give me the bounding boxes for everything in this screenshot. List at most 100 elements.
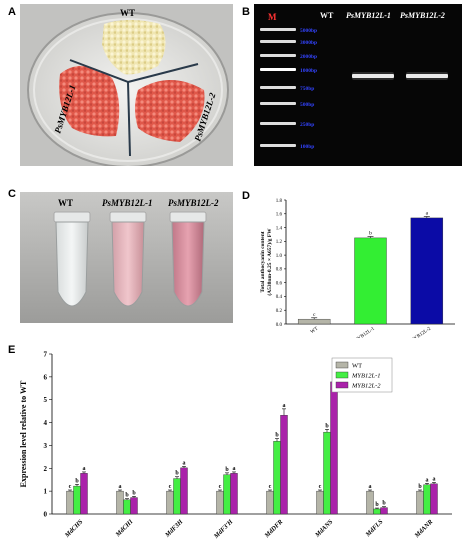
e-bar <box>330 381 338 515</box>
e-sig-letter: b <box>125 493 129 499</box>
e-bar <box>373 508 381 515</box>
d-ytick-label: 1.0 <box>276 254 283 259</box>
e-bar <box>66 490 74 515</box>
e-legend-swatch <box>335 361 349 369</box>
tube-label-l1: PsMYB12L-1 <box>102 198 153 208</box>
ladder-label: 500bp <box>300 102 314 108</box>
e-sig-letter: b <box>375 502 379 508</box>
ladder-band <box>260 28 296 31</box>
ladder-band <box>260 122 296 125</box>
e-category-label: MdFLS <box>364 518 385 539</box>
e-ylabel: Expression level relative to WT <box>19 380 28 487</box>
d-sig-letter: a <box>426 211 429 217</box>
d-ytick-label: 0.4 <box>276 295 283 300</box>
e-bar <box>280 415 288 515</box>
e-sig-letter: a <box>83 466 86 472</box>
e-sig-letter: c <box>269 484 272 490</box>
e-bar <box>273 441 281 515</box>
e-sig-letter: b <box>325 423 329 429</box>
e-sig-letter: c <box>69 484 72 490</box>
e-bar <box>123 499 131 515</box>
e-ytick-label: 1 <box>44 488 48 496</box>
e-bar <box>266 490 274 515</box>
e-bar <box>116 490 124 515</box>
ladder-band <box>260 144 296 147</box>
d-ytick-label: 1.2 <box>276 240 283 245</box>
e-sig-letter: a <box>426 477 429 483</box>
d-bar <box>297 318 331 325</box>
e-bar <box>316 490 324 515</box>
d-category-label: PsMYB12L-2 <box>406 326 432 338</box>
e-category-label: MdDFR <box>263 518 285 540</box>
e-sig-letter: a <box>369 484 372 490</box>
e-sig-letter: a <box>283 403 286 409</box>
ladder-label: 250bp <box>300 122 314 128</box>
petri-dish-photo: WT PsMYB12L-1 PsMYB12L-2 <box>20 4 233 166</box>
e-sig-letter: c <box>169 484 172 490</box>
e-ytick-label: 3 <box>44 442 48 450</box>
gel-image: M WT PsMYB12L-1 PsMYB12L-2 5000bp 3000bp 2… <box>254 4 462 166</box>
e-ytick-label: 2 <box>44 465 48 473</box>
tube-l1 <box>109 211 147 307</box>
panel-letter-b: B <box>242 6 250 18</box>
tube-wt <box>53 211 91 307</box>
e-category-label: MdCHS <box>63 518 85 540</box>
e-sig-letter: a <box>119 484 122 490</box>
ladder-label: 2000bp <box>300 54 317 60</box>
e-ytick-label: 6 <box>44 373 48 381</box>
gel-marker-label: M <box>268 12 277 22</box>
e-sig-letter: b <box>225 467 229 473</box>
e-sig-letter: b <box>132 490 136 496</box>
e-category-label: MdF3'H <box>212 518 235 541</box>
d-ytick-label: 0.2 <box>276 309 283 314</box>
d-bar <box>354 237 387 325</box>
tube-l2 <box>169 211 207 307</box>
panel-letter-c: C <box>8 188 16 200</box>
ladder-band <box>260 68 296 71</box>
d-ylabel: Total anthocyanin content(A530nm-0.25 × … <box>260 228 273 296</box>
e-sig-letter: a <box>183 460 186 466</box>
d-ytick-label: 0.0 <box>276 323 283 328</box>
e-bar <box>416 490 424 515</box>
e-category-label: MdANR <box>413 518 435 540</box>
e-sig-letter: c <box>319 484 322 490</box>
ladder-label: 3000bp <box>300 40 317 46</box>
ladder-label: 100bp <box>300 144 314 150</box>
gel-lane-wt: WT <box>320 11 334 20</box>
gene-expression-chart: Expression level relative to WT 0 1 2 3 4 5 6 7… <box>19 351 452 541</box>
e-sig-letter: b <box>175 471 179 477</box>
tube-label-l2: PsMYB12L-2 <box>168 198 219 208</box>
e-bar <box>216 490 224 515</box>
e-bar <box>80 473 88 515</box>
e-ytick-label: 0 <box>44 511 48 519</box>
e-category-label: MdF3H <box>163 518 185 540</box>
e-sig-letter: b <box>75 478 79 484</box>
e-ytick-label: 7 <box>44 351 48 359</box>
gel-lane-l1: PsMYB12L-1 <box>346 11 391 20</box>
e-bar <box>130 497 138 515</box>
e-bar <box>423 484 431 515</box>
tubes-photo: WT PsMYB12L-1 PsMYB12L-2 <box>20 192 233 323</box>
ladder-band <box>260 54 296 57</box>
e-ytick-label: 4 <box>44 419 48 427</box>
e-legend-swatch <box>335 381 349 389</box>
panel-letter-d: D <box>242 190 250 202</box>
e-bar <box>380 507 388 515</box>
e-sig-letter: b <box>275 433 279 439</box>
gel-band-l2 <box>406 74 448 78</box>
d-sig-letter: b <box>369 231 372 237</box>
d-bar <box>410 217 444 325</box>
e-bar <box>323 431 331 515</box>
e-legend-label: MYB12L-2 <box>351 383 381 390</box>
e-bar <box>180 467 188 515</box>
ladder-label: 5000bp <box>300 28 317 34</box>
ladder-band <box>260 102 296 105</box>
ladder-band <box>260 86 296 89</box>
e-sig-letter: b <box>418 484 422 490</box>
e-bar <box>430 483 438 515</box>
e-category-label: MdANS <box>313 518 334 539</box>
gel-band-l1 <box>352 74 394 78</box>
anthocyanin-chart: Total anthocyanin content(A530nm-0.25 × … <box>260 199 455 338</box>
ladder-band <box>260 40 296 43</box>
panel-letter-a: A <box>8 6 16 18</box>
